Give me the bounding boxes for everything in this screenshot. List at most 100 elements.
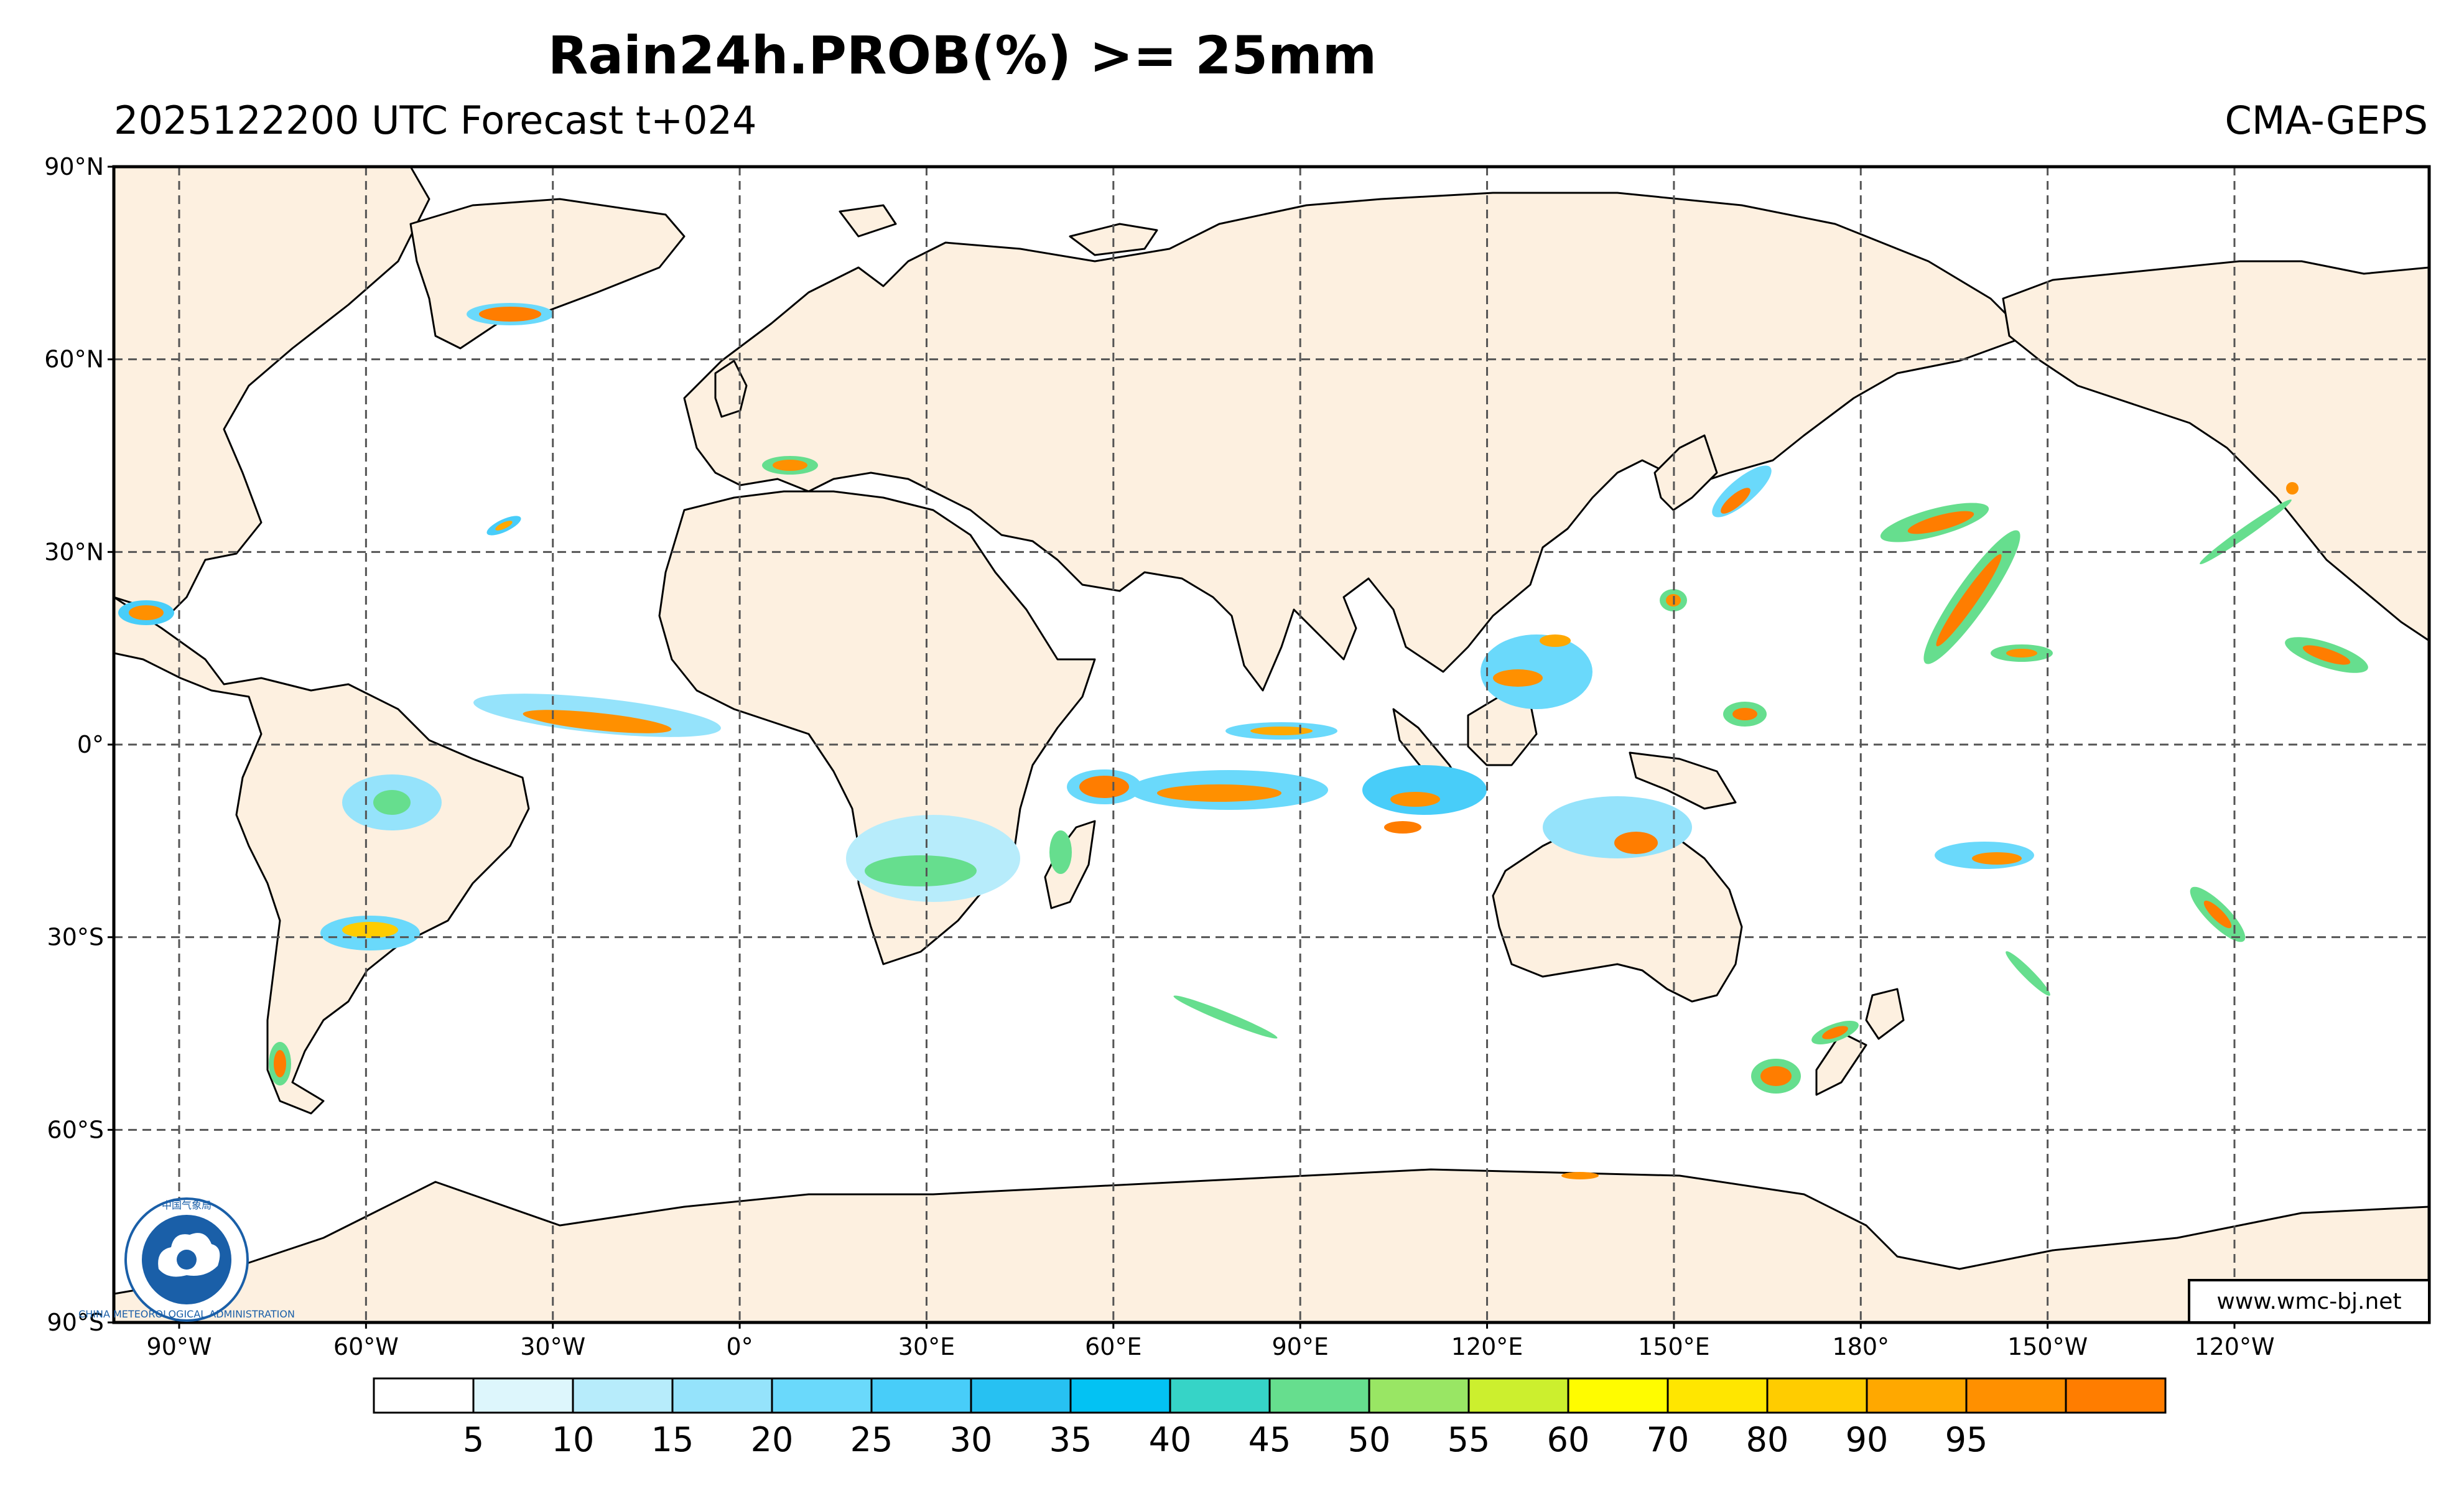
x-tick-label: 60°W xyxy=(333,1333,399,1360)
logo-center-dot xyxy=(177,1250,197,1270)
prob-philippines-core xyxy=(1493,669,1543,687)
prob-south-brazil-core xyxy=(342,922,398,938)
colorbar-label: 35 xyxy=(1049,1420,1092,1459)
x-tick-label: 60°E xyxy=(1085,1333,1141,1360)
south-america xyxy=(114,596,530,1115)
colorbar-swatch xyxy=(1866,1377,1968,1414)
colorbar-labels: 5 10 15 20 25 30 35 40 45 50 55 60 70 80 90 95 xyxy=(463,1420,1988,1459)
prob-ne-pacific-core xyxy=(2302,645,2351,665)
svalbard xyxy=(839,204,897,238)
prob-central-indian-core xyxy=(1157,784,1281,802)
prob-sw-indian-core xyxy=(1079,776,1129,798)
colorbar-label: 30 xyxy=(950,1420,993,1459)
x-tick-label: 30°E xyxy=(898,1333,955,1360)
new-zealand xyxy=(1865,988,1905,1040)
colorbar-label: 25 xyxy=(850,1420,893,1459)
prob-sumatra-outer xyxy=(1362,765,1487,815)
credit-box: www.wmc-bj.net xyxy=(2188,1279,2430,1324)
colorbar-label: 70 xyxy=(1647,1420,1690,1459)
new-zealand-south xyxy=(1815,1031,1867,1096)
colorbar-label: 95 xyxy=(1945,1420,1988,1459)
x-tick-label: 0° xyxy=(726,1333,753,1360)
prob-atlantic-itcz-core xyxy=(523,710,672,733)
map-area xyxy=(114,167,2429,1322)
north-america-west xyxy=(2002,260,2429,642)
land-masses xyxy=(114,167,2429,1322)
y-tick-label: 60°N xyxy=(44,346,104,373)
y-tick-label: 90°N xyxy=(44,153,104,180)
y-tick-label: 90°S xyxy=(47,1309,104,1336)
x-tick-label: 90°E xyxy=(1272,1333,1328,1360)
prob-antarctic-coast xyxy=(1561,1172,1599,1179)
japan xyxy=(1653,434,1718,511)
prob-central-america-core xyxy=(129,605,164,620)
colorbar-swatch xyxy=(1567,1377,1669,1414)
colorbar-label: 60 xyxy=(1547,1420,1590,1459)
prob-central-pacific-south-core xyxy=(2006,649,2037,657)
colorbar-label: 50 xyxy=(1348,1420,1391,1459)
prob-north-atlantic-core xyxy=(495,521,513,531)
prob-madagascar xyxy=(1049,830,1072,874)
colorbar-swatch xyxy=(572,1377,674,1414)
x-tick-label: 120°W xyxy=(2194,1333,2274,1360)
x-tick-label: 90°W xyxy=(147,1333,212,1360)
colorbar-swatch xyxy=(1069,1377,1171,1414)
prob-central-pacific-north-core xyxy=(1907,511,1974,534)
new-guinea xyxy=(1629,751,1737,810)
colorbar-swatch xyxy=(1268,1377,1370,1414)
prob-southern-indian-streak xyxy=(1173,995,1278,1039)
colorbar-label: 20 xyxy=(751,1420,794,1459)
forecast-time-label: 2025122200 UTC Forecast t+024 xyxy=(114,98,756,143)
prob-nw-pacific-core xyxy=(1721,488,1750,514)
colorbar-swatch xyxy=(1169,1377,1271,1414)
y-tick-label: 60°S xyxy=(47,1116,104,1143)
prob-south-pacific-streak xyxy=(2006,951,2050,996)
prob-philippines-core2 xyxy=(1540,634,1571,647)
prob-philippines-outer xyxy=(1481,634,1592,709)
logo-chinese-text: 中国气象局 xyxy=(162,1199,212,1211)
prob-south-pacific-core xyxy=(2203,900,2232,929)
colorbar-swatch xyxy=(472,1377,574,1414)
prob-north-australia-core xyxy=(1614,832,1658,854)
y-tick-label: 30°N xyxy=(44,538,104,565)
longitude-tick-labels: 90°W 60°W 30°W 0° 30°E 60°E 90°E 120°E 150°E 180°… xyxy=(147,1322,2275,1360)
prob-sumatra-core xyxy=(1390,792,1440,807)
prob-west-us-core xyxy=(2286,482,2299,495)
colorbar-label: 40 xyxy=(1149,1420,1192,1459)
prob-central-pacific-band-core xyxy=(1936,554,2002,647)
colorbar-swatch xyxy=(1667,1377,1769,1414)
antarctica xyxy=(114,1168,2429,1322)
colorbar-label: 45 xyxy=(1248,1420,1291,1459)
credit-text: www.wmc-bj.net xyxy=(2216,1289,2401,1314)
latitude-tick-labels: 90°N 60°N 30°N 0° 30°S 60°S 90°S xyxy=(44,153,114,1336)
x-tick-label: 180° xyxy=(1833,1333,1890,1360)
prob-tasman-core xyxy=(1760,1066,1792,1086)
colorbar-label: 15 xyxy=(651,1420,694,1459)
credit-frame xyxy=(2188,1279,2430,1324)
eurasia xyxy=(683,192,2029,692)
y-tick-label: 30°S xyxy=(47,924,104,951)
precipitation-probability-field xyxy=(118,303,2368,1179)
colorbar-swatch xyxy=(1467,1377,1569,1414)
colorbar-swatch xyxy=(671,1377,773,1414)
prob-fiji-core xyxy=(1972,852,2022,865)
x-tick-label: 120°E xyxy=(1451,1333,1523,1360)
prob-alps-core xyxy=(773,460,807,471)
prob-west-us-streak xyxy=(2200,499,2292,565)
prob-equatorial-indian-core xyxy=(1250,727,1313,735)
colorbar xyxy=(373,1377,2167,1414)
prob-chile-core xyxy=(274,1050,286,1077)
graticule xyxy=(114,167,2429,1322)
prob-greenland-core xyxy=(479,307,541,322)
prob-south-africa-core xyxy=(865,855,977,886)
cma-logo: 中国气象局 CHINA METEOROLOGICAL ADMINISTRATIO… xyxy=(78,1197,295,1322)
prob-amazon-core xyxy=(373,790,411,815)
x-tick-label: 150°W xyxy=(2007,1333,2088,1360)
x-tick-label: 150°E xyxy=(1638,1333,1710,1360)
y-tick-label: 0° xyxy=(77,731,104,758)
model-name-label: CMA-GEPS xyxy=(2225,98,2428,143)
prob-west-pacific-core xyxy=(1732,708,1757,720)
prob-nz-core xyxy=(1822,1026,1848,1039)
colorbar-label: 55 xyxy=(1448,1420,1490,1459)
